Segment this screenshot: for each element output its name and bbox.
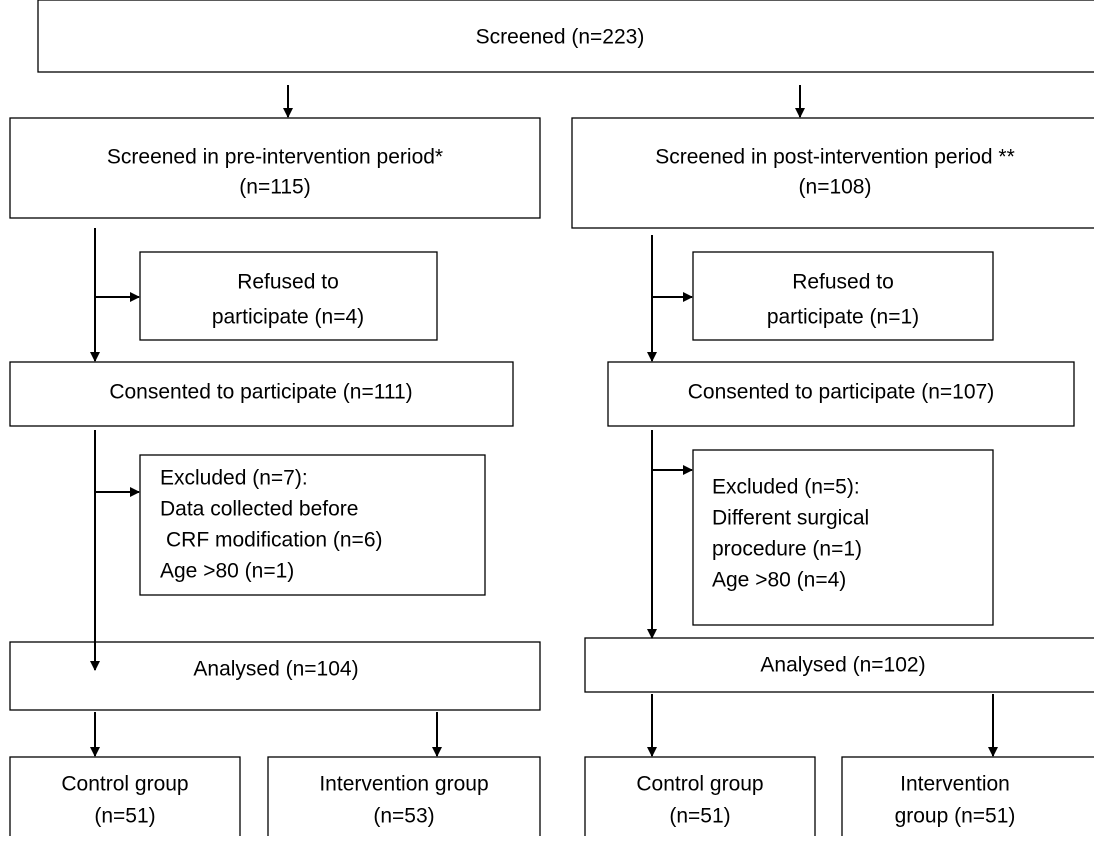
node-label: (n=115) [239, 176, 310, 199]
box [571, 117, 1094, 229]
connectors [90, 85, 998, 757]
node-label: procedure (n=1) [712, 538, 862, 561]
node-label: Consented to participate (n=111) [109, 381, 412, 404]
box [692, 449, 994, 626]
node-label: Different surgical [712, 507, 869, 530]
box [9, 117, 541, 219]
box [9, 756, 241, 841]
node-label: participate (n=4) [212, 306, 364, 329]
node-label: Control group [61, 773, 188, 796]
node-label: Screened in pre-intervention period* [107, 146, 443, 169]
node-label: (n=51) [669, 805, 730, 828]
node-label: CRF modification (n=6) [166, 529, 383, 552]
node-label: Screened (n=223) [476, 26, 645, 49]
node-label: Refused to [792, 271, 894, 294]
node-label: Age >80 (n=1) [160, 560, 294, 583]
box [692, 251, 994, 341]
node-label: Excluded (n=7): [160, 467, 308, 490]
node-label: Data collected before [160, 498, 358, 521]
node-label: Refused to [237, 271, 339, 294]
node-label: (n=51) [94, 805, 155, 828]
box [139, 454, 486, 596]
node-label: Intervention group [319, 773, 488, 796]
node-label: Screened in post-intervention period ** [655, 146, 1015, 169]
box [9, 641, 541, 711]
box [267, 756, 541, 841]
node-label: Age >80 (n=4) [712, 569, 846, 592]
node-label: (n=108) [799, 176, 872, 199]
box [9, 361, 514, 427]
box [139, 251, 438, 341]
node-label: Intervention [900, 773, 1010, 796]
box [584, 756, 816, 841]
node-label: Analysed (n=102) [760, 654, 925, 677]
node-label: Excluded (n=5): [712, 476, 860, 499]
box [841, 756, 1094, 841]
box [607, 361, 1075, 427]
node-label: group (n=51) [895, 805, 1016, 828]
node-label: Control group [636, 773, 763, 796]
box [584, 637, 1094, 693]
node-label: (n=53) [373, 805, 434, 828]
node-label: Consented to participate (n=107) [688, 381, 994, 404]
node-label: Analysed (n=104) [193, 658, 358, 681]
box [37, 0, 1094, 73]
node-label: participate (n=1) [767, 306, 919, 329]
